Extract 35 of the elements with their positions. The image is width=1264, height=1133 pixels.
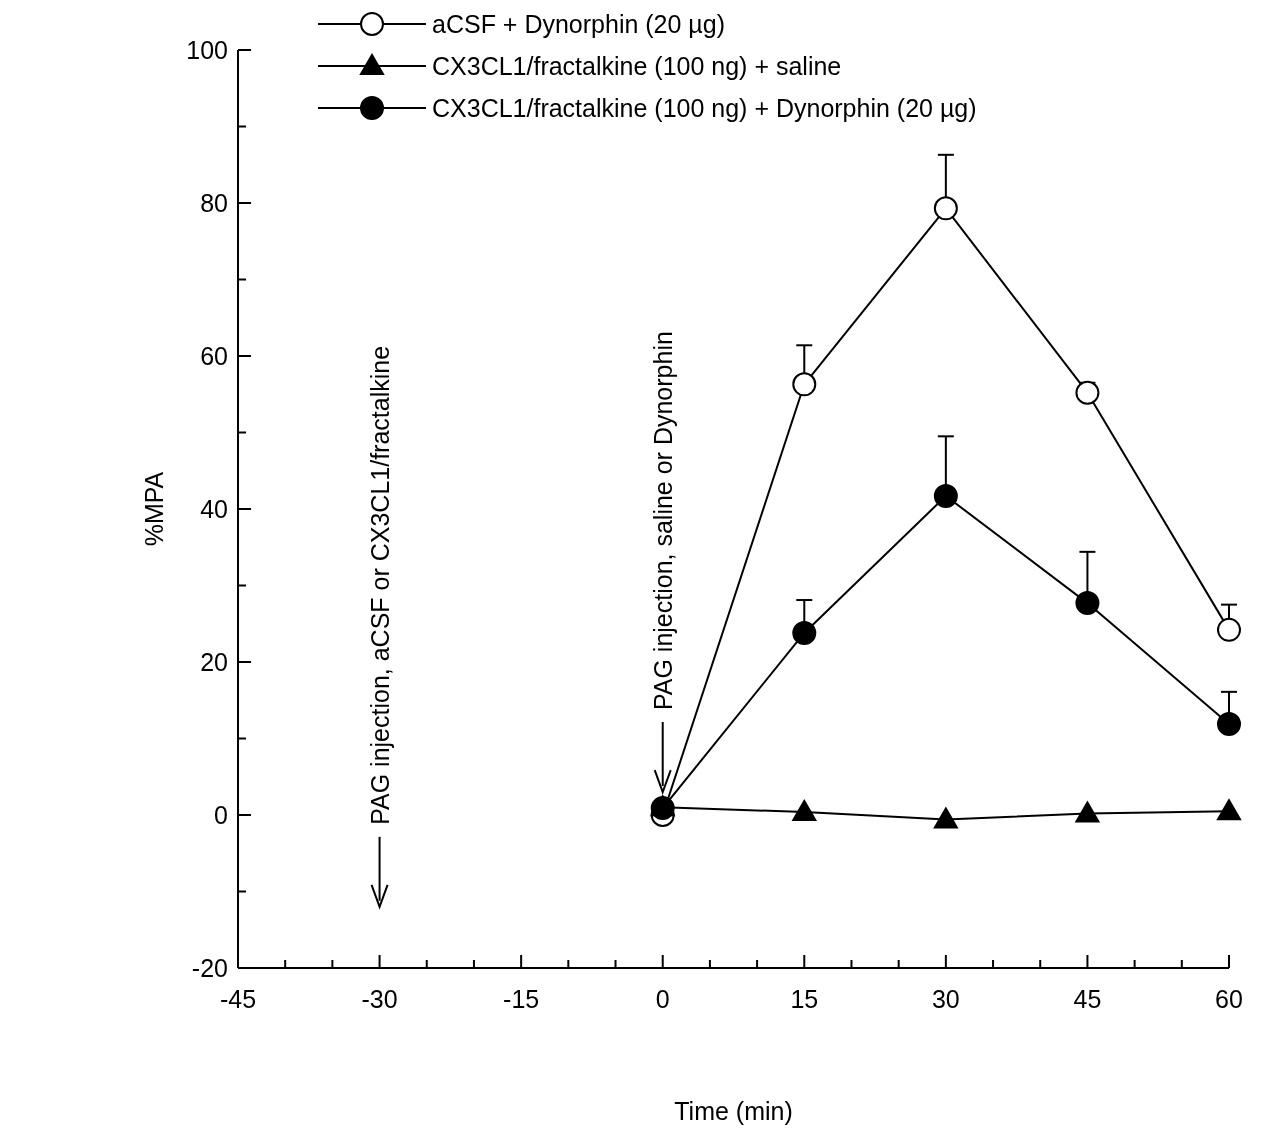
x-tick-label: -15 [503,985,540,1013]
y-tick-label: 60 [200,341,228,370]
point [1075,591,1100,616]
y-tick-label: -20 [191,953,228,982]
y-tick-label: 80 [200,188,228,217]
x-tick-label: -45 [219,985,257,1013]
point [933,484,958,508]
y-tick-label: 0 [214,800,228,829]
x-axis-title: Time (min) [674,1097,793,1125]
x-tick-label: 60 [1215,985,1243,1013]
point [792,799,817,821]
y-tick-label: 40 [200,494,228,523]
y-tick-label: 100 [186,35,228,64]
point [933,196,958,221]
legend-label: CX3CL1/fractalkine (100 ng) + Dynorphin (20 µg) [432,93,977,122]
legend-label: CX3CL1/fractalkine (100 ng) + saline [432,51,842,80]
point [1217,799,1241,821]
x-tick-label: -30 [361,985,398,1013]
annotation: PAG injection, aCSF or CX3CL1/fractalkine [365,345,394,825]
point [1217,617,1241,642]
y-axis-title: %MPA [140,471,168,547]
y-tick-label: 20 [200,647,228,676]
point [1217,711,1241,736]
point [650,796,675,821]
point [1075,380,1100,405]
point [792,372,817,397]
legend-label: aCSF + Dynorphin (20 µg) [432,9,726,38]
point [792,620,817,645]
annotation: PAG injection, saline or Dynorphin [648,331,677,711]
x-tick-label: 15 [790,985,819,1013]
x-tick-label: 45 [1073,985,1102,1013]
x-tick-label: 30 [931,985,960,1013]
point [1075,801,1100,823]
x-tick-label: 0 [655,985,670,1013]
point [933,807,958,829]
